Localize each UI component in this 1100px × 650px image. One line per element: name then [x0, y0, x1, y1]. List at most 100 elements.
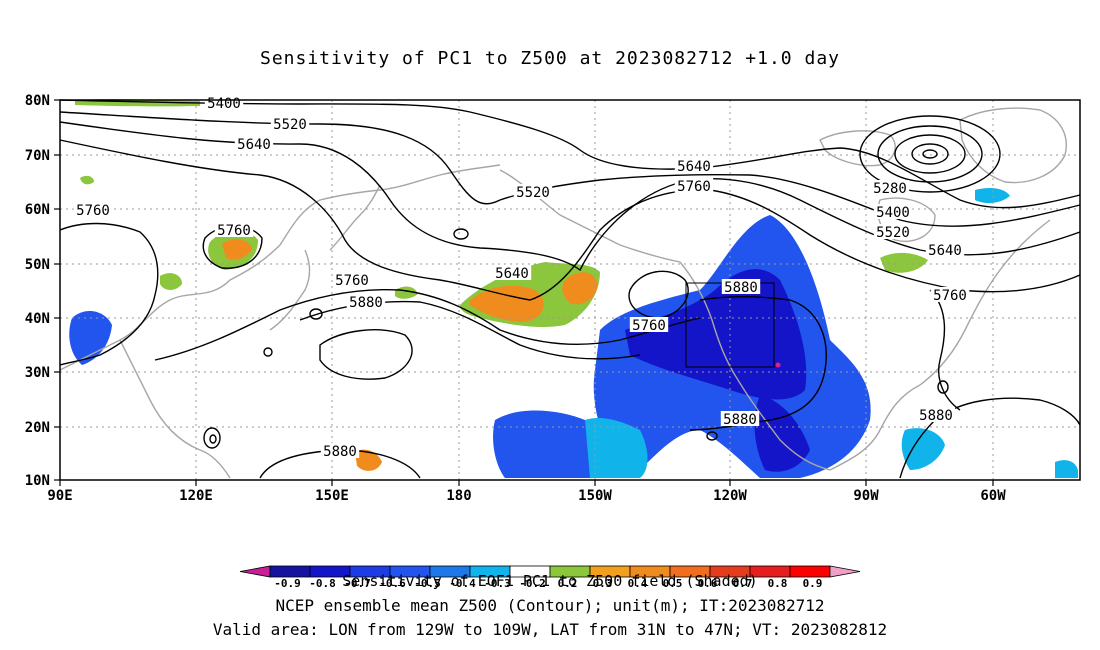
coastline-hudson — [877, 197, 936, 242]
coastline-alaska — [499, 169, 681, 263]
contour-label: 5880 — [724, 280, 758, 296]
contour-label-bg — [346, 294, 386, 309]
contour-label-bg — [721, 279, 761, 294]
lon-tick-label: 120W — [713, 488, 747, 504]
neg-shading-core2 — [754, 395, 810, 472]
neg-shading-northeast — [975, 188, 1010, 204]
contour-label-bg — [492, 265, 532, 280]
coastline-na-east — [829, 219, 1051, 471]
contour-label-bg — [629, 317, 669, 332]
contour-label-bg — [234, 136, 274, 151]
contour-small-3 — [263, 347, 273, 357]
lon-tick-label: 150W — [578, 488, 612, 504]
contour-label-bg — [73, 202, 113, 217]
contour-label: 5760 — [76, 203, 110, 219]
contour-label-bg — [674, 158, 714, 173]
contour-label: 5520 — [876, 225, 910, 241]
contour-low-inner2 — [894, 134, 966, 174]
caption-shaded: Sensitivity of EOF1 PC1 to Z500 field (S… — [342, 572, 758, 590]
colorbar-tick-label: 0.9 — [803, 577, 823, 590]
contour-5760-se — [929, 289, 961, 411]
lat-tick-label: 10N — [25, 473, 50, 489]
contour-label: 5880 — [349, 295, 383, 311]
pos-shading-pacific-orange2 — [562, 272, 598, 305]
contour-label-bg — [320, 443, 360, 458]
coastline-kamchatka — [329, 184, 381, 251]
contour-label-bg — [870, 180, 910, 195]
contour-5880-se — [899, 397, 1081, 479]
contour-low-inner4 — [922, 149, 938, 159]
contour-label: 5640 — [495, 266, 529, 282]
contour-low-5280 — [859, 115, 1001, 193]
contour-5400 — [59, 99, 1081, 209]
max-sensitivity-marker — [775, 362, 781, 368]
contour-label-bg — [513, 184, 553, 199]
lon-tick-label: 180 — [446, 488, 471, 504]
neg-shading-far-east — [1055, 460, 1078, 478]
contour-label-bg — [930, 287, 970, 302]
colorbar-tick-label: -0.6 — [379, 577, 406, 590]
colorbar-tick-label: 0.3 — [593, 577, 613, 590]
contour-low-inner1 — [877, 125, 983, 183]
lat-tick-label: 70N — [25, 148, 50, 164]
contour-label: 5880 — [723, 412, 757, 428]
contour-label-bg — [925, 242, 965, 257]
lat-tick-label: 60N — [25, 202, 50, 218]
coastline-na-west — [679, 261, 831, 471]
contour-low-inner3 — [911, 143, 949, 165]
colorbar-tick-label: -0.2 — [519, 577, 546, 590]
contour-closed-high-pacific — [319, 329, 413, 380]
contour-small-2 — [309, 308, 323, 320]
pos-shading-siberia-orange — [222, 239, 252, 260]
contour-5760-mid — [154, 288, 701, 361]
lon-tick-label: 60W — [980, 488, 1006, 504]
lon-tick-label: 90E — [47, 488, 72, 504]
caption-contour: NCEP ensemble mean Z500 (Contour); unit(… — [275, 596, 825, 615]
colorbar-max-arrow — [829, 565, 861, 578]
neg-shading-atlantic — [901, 428, 945, 470]
contour-label-bg — [270, 116, 310, 131]
contour-5760-north — [59, 139, 1081, 301]
contour-label-bg — [720, 411, 760, 426]
neg-shading-west — [69, 310, 112, 365]
contour-label: 5760 — [677, 179, 711, 195]
contour-label: 5400 — [876, 205, 910, 221]
contour-5640 — [59, 121, 1081, 272]
lon-tick-label: 90W — [853, 488, 879, 504]
contour-label: 5760 — [217, 223, 251, 239]
coastline-greenland — [959, 107, 1067, 184]
contour-small-7 — [937, 380, 949, 394]
caption-valid-area: Valid area: LON from 129W to 109W, LAT f… — [212, 620, 888, 639]
contour-label: 5760 — [632, 318, 666, 334]
contour-label-bg — [204, 95, 244, 110]
coastline-asia — [59, 164, 501, 371]
colorbar-tick-label: -0.8 — [309, 577, 336, 590]
neg-shading-light-edge — [585, 418, 648, 478]
pos-shading-small-6 — [80, 175, 94, 185]
contour-label-bg — [916, 407, 956, 422]
coastline-arctic-islands — [819, 130, 896, 167]
pos-shading-pacific-orange — [470, 285, 544, 322]
contour-label: 5400 — [207, 96, 241, 112]
colorbar-tick-label: 0.8 — [768, 577, 788, 590]
colorbar-tick-label: -0.9 — [274, 577, 301, 590]
contour-5760-west — [59, 222, 159, 366]
colorbar-tick-label: -0.4 — [449, 577, 476, 590]
contour-small-1 — [453, 228, 469, 240]
contour-label-bg — [873, 204, 913, 219]
contour-label: 5280 — [873, 181, 907, 197]
contour-label: 5640 — [677, 159, 711, 175]
contour-label: 5520 — [273, 117, 307, 133]
contour-closed-low — [628, 270, 689, 319]
sensitivity-shading — [69, 99, 1078, 478]
plot-frame — [59, 99, 1081, 481]
pos-shading-small-2 — [355, 449, 382, 471]
colorbar: -0.9 -0.8 -0.7 -0.6 -0.5 -0.4 -0.3 -0.2 0.2 0.3 0.… — [239, 565, 861, 590]
lat-tick-label: 40N — [25, 311, 50, 327]
contour-label: 5640 — [237, 137, 271, 153]
contour-label: 5880 — [323, 444, 357, 460]
colorbar-tick-label: -0.7 — [344, 577, 371, 590]
pos-shading-small-3 — [880, 252, 928, 273]
lon-tick-label: 150E — [315, 488, 349, 504]
